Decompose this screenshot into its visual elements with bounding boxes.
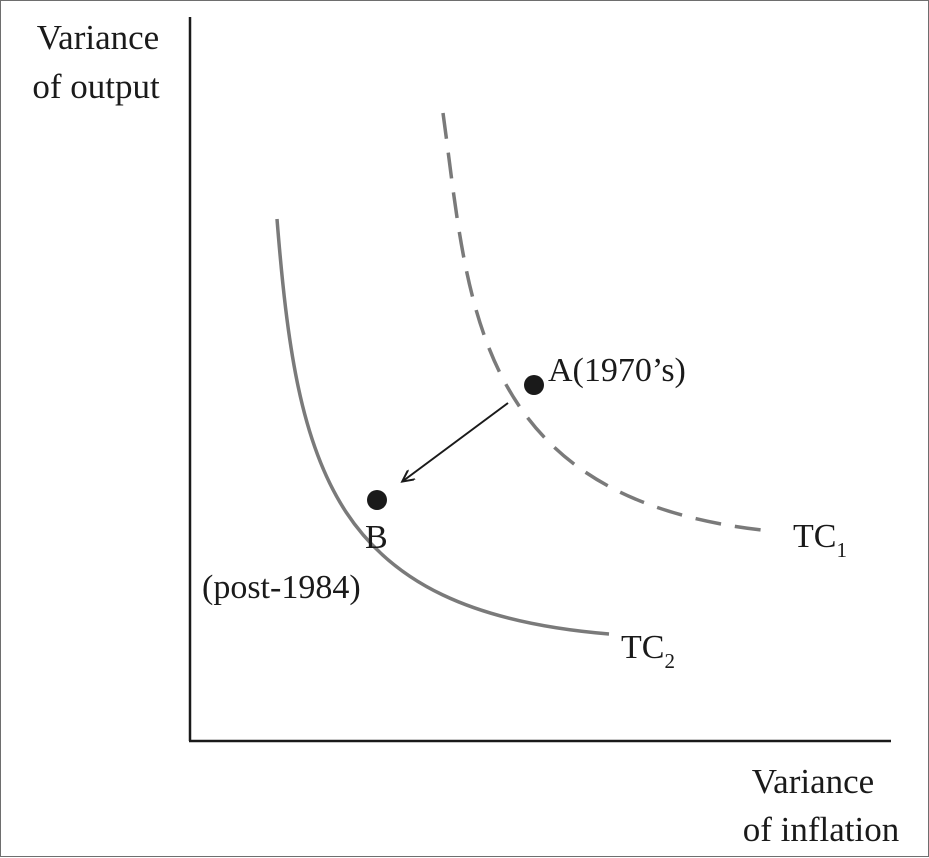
tc2-label: TC2 (621, 629, 675, 673)
tc1-curve (441, 112, 772, 533)
tc2-curve (275, 218, 610, 636)
tc2-label-main: TC (621, 629, 664, 666)
tc1-label-subscript: 1 (836, 538, 847, 562)
tc1-label-main: TC (793, 518, 836, 555)
y-axis-title-line-2: of output (32, 67, 160, 106)
point-b (367, 490, 387, 510)
shift-arrow (403, 402, 509, 481)
y-axis-title-line-1: Variance (37, 18, 159, 57)
x-axis-title-line-1: Variance (752, 762, 874, 801)
tc2-label-subscript: 2 (664, 649, 675, 673)
x-axis-title-line-2: of inflation (743, 810, 900, 849)
point-b-sublabel: (post-1984) (202, 569, 361, 606)
point-a-label: A(1970’s) (548, 352, 686, 389)
tc1-label: TC1 (793, 518, 847, 562)
point-a (524, 375, 544, 395)
point-b-label: B (365, 519, 388, 556)
